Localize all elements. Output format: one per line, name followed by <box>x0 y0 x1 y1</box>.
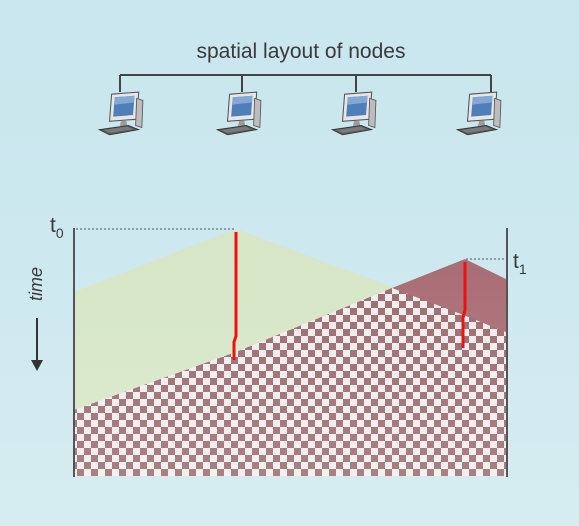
t0-subscript: 0 <box>56 225 64 241</box>
node-2-transmission-mark <box>232 232 238 360</box>
t1-label: t1 <box>513 250 527 277</box>
computer-icon <box>456 91 502 136</box>
t1-subscript: 1 <box>519 261 527 277</box>
t0-label: t0 <box>50 214 64 241</box>
time-space-plot <box>74 228 508 476</box>
t0-letter: t <box>50 214 56 237</box>
time-arrow-icon <box>31 318 43 371</box>
computer-icon <box>216 91 262 136</box>
t1-letter: t <box>513 250 519 273</box>
diagram-title: spatial layout of nodes <box>197 40 406 63</box>
node-4-transmission-mark <box>461 262 467 348</box>
computer-icon <box>98 91 144 136</box>
plot-fade <box>74 228 508 476</box>
time-axis-label: time <box>26 267 46 301</box>
network-bus <box>119 74 492 92</box>
computer-icon <box>331 91 377 136</box>
